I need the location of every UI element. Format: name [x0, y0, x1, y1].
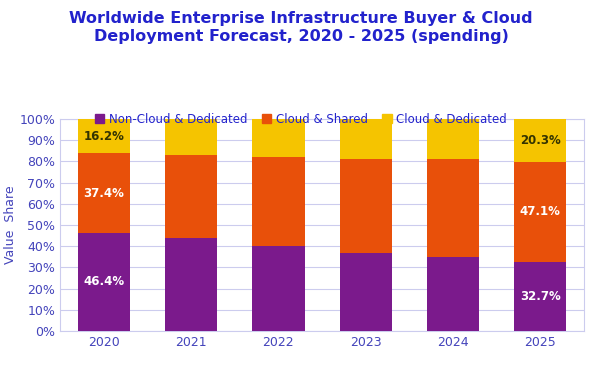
Text: 47.1%: 47.1% — [520, 205, 560, 218]
Bar — [514, 119, 566, 162]
Bar — [427, 159, 479, 257]
Bar — [427, 257, 479, 331]
Text: 46.4%: 46.4% — [83, 275, 125, 288]
Bar — [340, 159, 392, 253]
Bar — [78, 119, 130, 153]
Text: Worldwide Enterprise Infrastructure Buyer & Cloud
Deployment Forecast, 2020 - 20: Worldwide Enterprise Infrastructure Buye… — [69, 11, 533, 44]
Text: 37.4%: 37.4% — [84, 186, 124, 199]
Text: 20.3%: 20.3% — [520, 134, 560, 147]
Text: 16.2%: 16.2% — [84, 130, 124, 143]
Bar — [427, 119, 479, 159]
Text: 32.7%: 32.7% — [520, 290, 560, 303]
Bar — [78, 233, 130, 331]
Bar — [165, 119, 217, 155]
Bar — [165, 155, 217, 238]
Bar — [78, 153, 130, 233]
Bar — [252, 246, 305, 331]
Bar — [340, 253, 392, 331]
Y-axis label: Value  Share: Value Share — [4, 186, 17, 264]
Bar — [252, 157, 305, 246]
Legend: Non-Cloud & Dedicated, Cloud & Shared, Cloud & Dedicated: Non-Cloud & Dedicated, Cloud & Shared, C… — [90, 108, 512, 131]
Bar — [340, 119, 392, 159]
Bar — [514, 162, 566, 262]
Bar — [252, 119, 305, 157]
Bar — [165, 238, 217, 331]
Bar — [514, 262, 566, 331]
